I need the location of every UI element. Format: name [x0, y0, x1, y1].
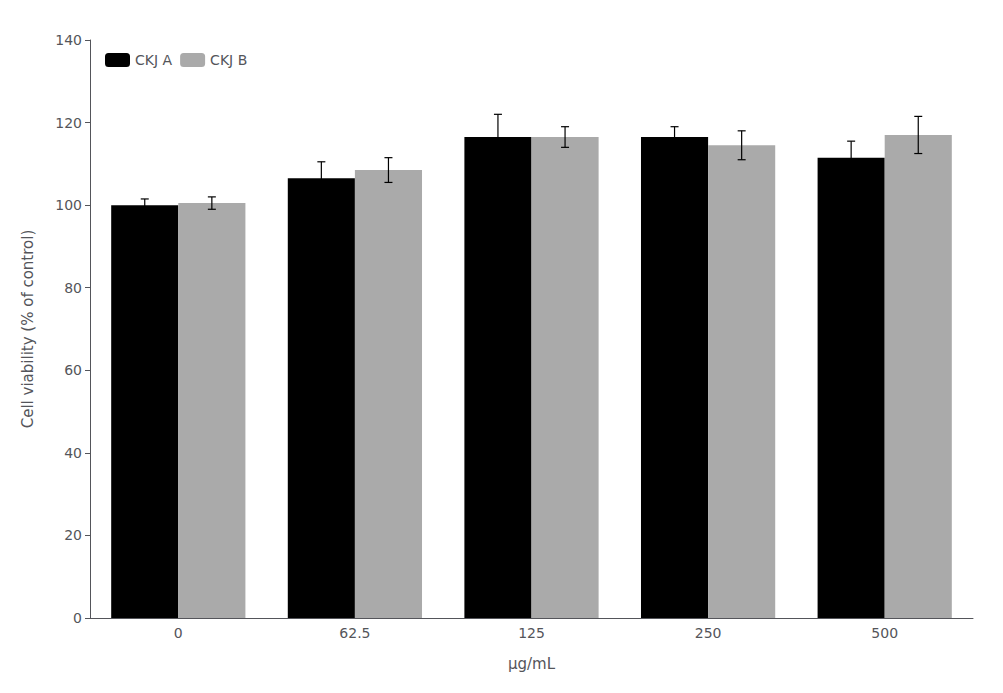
svg-text:CKJ B: CKJ B: [210, 52, 247, 68]
svg-text:0: 0: [174, 625, 183, 641]
svg-text:125: 125: [518, 625, 545, 641]
svg-text:Cell viability (% of control): Cell viability (% of control): [19, 230, 37, 429]
svg-text:500: 500: [871, 625, 898, 641]
svg-text:20: 20: [64, 527, 82, 543]
svg-text:μg/mL: μg/mL: [508, 655, 556, 673]
svg-text:100: 100: [55, 197, 82, 213]
svg-text:60: 60: [64, 362, 82, 378]
svg-text:80: 80: [64, 280, 82, 296]
svg-text:250: 250: [695, 625, 722, 641]
svg-text:140: 140: [55, 32, 82, 48]
svg-text:62.5: 62.5: [339, 625, 370, 641]
svg-text:40: 40: [64, 445, 82, 461]
svg-text:0: 0: [73, 610, 82, 626]
svg-text:CKJ A: CKJ A: [135, 52, 173, 68]
svg-text:120: 120: [55, 115, 82, 131]
